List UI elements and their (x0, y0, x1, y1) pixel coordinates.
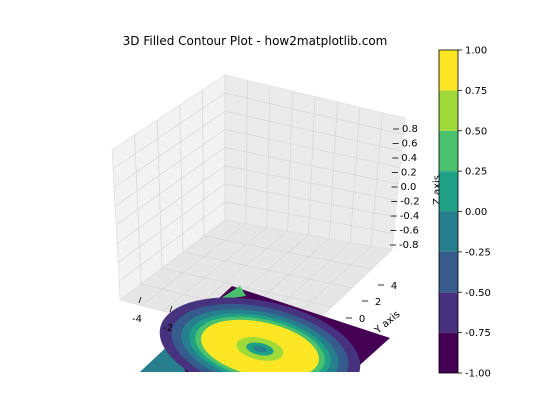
z-tick-label: 0.8 (402, 124, 418, 135)
colorbar-band (439, 211, 458, 252)
y-tick-label: 0 (359, 314, 365, 325)
colorbar-tick-label: 0.50 (465, 126, 487, 137)
contour-band (253, 345, 267, 353)
y-axis: 420 (346, 281, 397, 325)
colorbar-band (439, 171, 458, 212)
colorbar-band (439, 90, 458, 131)
grid-line (224, 92, 404, 135)
x-tick-mark (138, 296, 142, 304)
grid-line (224, 165, 397, 201)
plot-3d: -4 -2 420 0.8 0.6 0.4 0.2 0.0 -0.2 -0.4 -0.6 -0.8… (111, 74, 443, 372)
chart-title: 3D Filled Contour Plot - how2matplotlib.… (123, 34, 388, 48)
z-tick-label: 0.6 (402, 139, 418, 150)
colorbar-tick-label: -0.75 (465, 328, 491, 339)
grid-line (224, 129, 401, 168)
grid-line (224, 147, 399, 185)
x-axis: -4 -2 (132, 296, 173, 334)
grid-line (112, 92, 226, 170)
grid-line (118, 201, 226, 282)
contour-region (140, 344, 186, 372)
grid-line (141, 223, 247, 306)
colorbar-tick-label: 0.25 (465, 167, 487, 178)
contour-surface (140, 286, 390, 372)
colorbar-tick-label: -0.25 (465, 247, 491, 258)
colorbar-band (439, 251, 458, 293)
colorbar-tick-label: 0.00 (465, 207, 487, 218)
z-tick-label: 0.0 (401, 182, 417, 193)
grid-line (116, 165, 226, 245)
grid-line (224, 183, 396, 218)
colorbar-tick-label: 1.00 (465, 46, 487, 57)
colorbar-tick-label: -0.50 (465, 288, 491, 299)
colorbar-bands (439, 50, 458, 373)
y-axis-label: Y axis (372, 309, 402, 337)
z-tick-label: -0.4 (400, 211, 420, 222)
colorbar-ticks: 1.00 0.75 0.50 0.25 0.00 -0.25 -0.50 -0.75 -1.00 (458, 46, 491, 380)
grid-line (224, 110, 402, 152)
z-axis: 0.8 0.6 0.4 0.2 0.0 -0.2 -0.4 -0.6 -0.8 (390, 124, 420, 251)
z-tick-label: -0.6 (399, 226, 419, 237)
x-tick-label: -4 (132, 314, 142, 325)
colorbar-band (439, 50, 458, 91)
grid-line (224, 201, 394, 234)
grid-line (117, 183, 226, 263)
x-tick-label: -2 (163, 323, 173, 334)
contour-region (218, 286, 246, 300)
colorbar-tick-label: 0.75 (465, 86, 487, 97)
colorbar-tick-label: -1.00 (465, 369, 491, 380)
z-tick-label: -0.2 (400, 197, 420, 208)
colorbar-band (439, 292, 458, 333)
colorbar: 1.00 0.75 0.50 0.25 0.00 -0.25 -0.50 -0.75 -1.00 (438, 46, 491, 380)
y-tick-label: 2 (375, 297, 381, 308)
z-tick-label: -0.8 (399, 240, 419, 251)
z-tick-label: 0.4 (401, 153, 417, 164)
grid-line (162, 227, 267, 312)
z-tick-label: 0.2 (401, 168, 417, 179)
grid-line (115, 147, 226, 226)
z-axis-label: Z axis (432, 175, 443, 205)
x-tick-mark (169, 305, 173, 313)
colorbar-band (439, 332, 458, 373)
y-tick-label: 4 (391, 281, 397, 292)
grid-line (114, 129, 226, 207)
colorbar-band (439, 130, 458, 172)
grid-line (113, 110, 226, 188)
